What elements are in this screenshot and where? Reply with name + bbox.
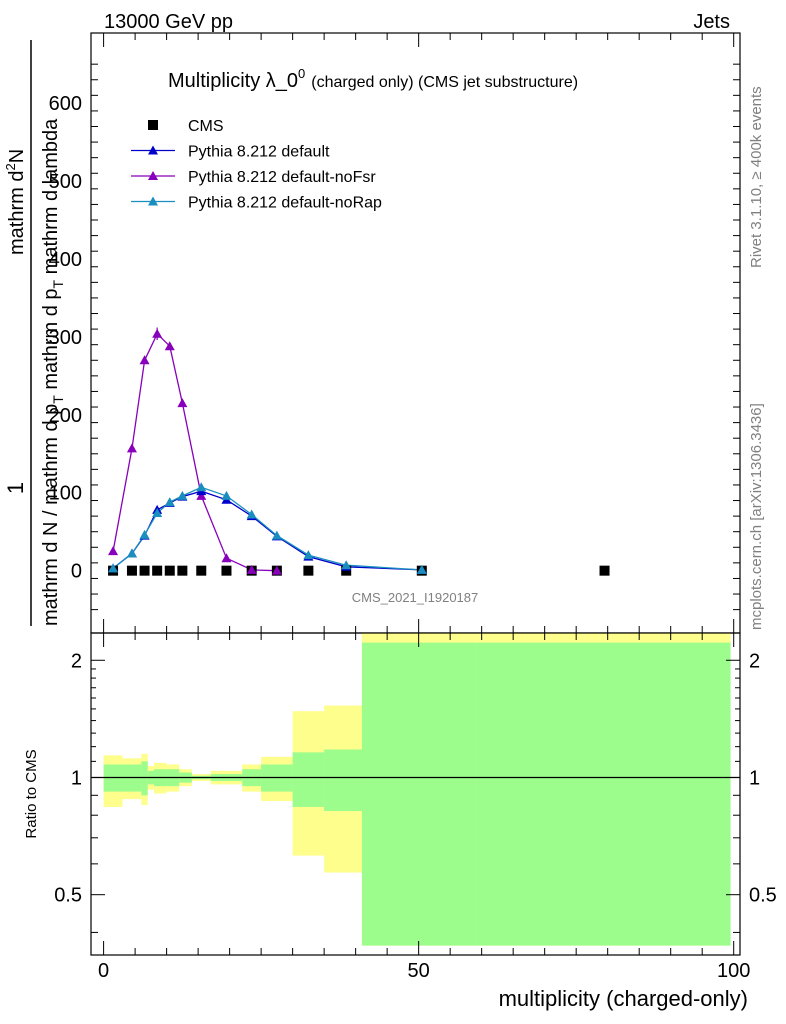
mc-data-point bbox=[126, 443, 137, 453]
main-data-layer bbox=[108, 327, 610, 576]
ratio-axis-ticks: 0.5 0.5 1 1 2 2 0 50 100 bbox=[54, 633, 777, 982]
ylabel-sup: 2 bbox=[3, 163, 18, 170]
ratio-plot: 0.5 0.5 1 1 2 2 0 50 100 bbox=[54, 632, 777, 982]
mc-data-point bbox=[139, 529, 150, 539]
plot-title: Multiplicity λ_00 (charged only) (CMS jet… bbox=[168, 66, 578, 92]
legend-label: Pythia 8.212 default bbox=[188, 144, 330, 161]
ylabel-second-derivative: mathrm d2N bbox=[3, 149, 28, 255]
cms-data-point bbox=[303, 565, 314, 576]
ratio-bands bbox=[91, 633, 740, 946]
main-ytick-label: 300 bbox=[49, 327, 82, 349]
header-left: 13000 GeV pp bbox=[104, 11, 233, 33]
ylabel-d: mathrm d bbox=[6, 171, 28, 255]
main-ytick-label: 400 bbox=[49, 249, 82, 271]
mc-data-point bbox=[221, 553, 232, 563]
main-ytick-label: 600 bbox=[49, 93, 82, 115]
ylabel-prefactor: 1 bbox=[3, 482, 28, 494]
mc-data-point bbox=[164, 497, 175, 507]
ylabel-sub-b: T bbox=[50, 279, 66, 288]
main-axis-ticks: 0 100 200 300 400 500 600 bbox=[49, 33, 740, 633]
ylabel-n: N bbox=[6, 149, 28, 163]
mc-data-point bbox=[177, 490, 188, 500]
ratio-ylabel: Ratio to CMS bbox=[23, 749, 40, 838]
plot-title-main: Multiplicity λ_0 bbox=[168, 70, 298, 92]
mc-data-point bbox=[303, 550, 314, 560]
mc-data-point bbox=[246, 564, 257, 574]
ratio-ytick-label-right: 2 bbox=[749, 650, 760, 672]
ratio-plot-frame bbox=[90, 632, 741, 956]
ylabel-sub-a: T bbox=[50, 395, 66, 404]
mc-data-point bbox=[341, 560, 352, 570]
cms-data-point bbox=[139, 565, 150, 576]
mc-data-point bbox=[196, 490, 207, 500]
cms-data-point bbox=[196, 565, 207, 576]
mc-data-point bbox=[164, 341, 175, 351]
mc-data-point bbox=[108, 546, 119, 556]
mcplots-label: mcplots.cern.ch [arXiv:1306.3436] bbox=[748, 403, 765, 630]
legend-label: Pythia 8.212 default-noFsr bbox=[188, 169, 376, 186]
main-ytick-label: 100 bbox=[49, 483, 82, 505]
ylabel-part-c: mathrm d lambda bbox=[40, 118, 62, 280]
main-ytick-label: 500 bbox=[49, 171, 82, 193]
ylabel-numerator: mathrm d N / mathrm d pT mathrm d pT mat… bbox=[40, 118, 66, 626]
mc-data-point bbox=[416, 564, 427, 574]
legend-marker bbox=[148, 196, 158, 206]
ratio-xtick-label: 50 bbox=[408, 960, 430, 982]
mc-data-point bbox=[271, 565, 282, 575]
main-ytick-label: 200 bbox=[49, 405, 82, 427]
mc-data-point bbox=[139, 355, 150, 365]
cms-data-point bbox=[177, 565, 188, 576]
header-right: Jets bbox=[693, 11, 730, 33]
ratio-ytick-label-right: 0.5 bbox=[749, 885, 777, 907]
mc-data-point bbox=[196, 482, 207, 492]
legend-label: CMS bbox=[188, 118, 224, 135]
legend-marker-cms bbox=[148, 120, 158, 130]
cms-data-point bbox=[152, 565, 163, 576]
mc-data-point bbox=[152, 508, 163, 517]
series-line bbox=[112, 490, 422, 571]
legend: CMS Pythia 8.212 default Pythia 8.212 defa… bbox=[131, 118, 382, 212]
cms-data-point bbox=[599, 565, 610, 576]
ratio-xtick-label: 0 bbox=[98, 960, 109, 982]
mc-data-point bbox=[108, 563, 119, 573]
stat-band bbox=[292, 752, 325, 807]
stat-band bbox=[475, 642, 731, 946]
analysis-watermark: CMS_2021_I1920187 bbox=[352, 590, 479, 605]
ratio-ytick-label-left: 0.5 bbox=[54, 885, 82, 907]
legend-label: Pythia 8.212 default-noRap bbox=[188, 195, 382, 212]
ratio-ytick-label-left: 2 bbox=[71, 650, 82, 672]
mc-data-point bbox=[221, 490, 232, 500]
mc-data-point bbox=[126, 548, 137, 558]
plot-title-sup: 0 bbox=[298, 66, 305, 81]
ylabel-part-a: mathrm d N / mathrm d p bbox=[40, 404, 62, 626]
mc-data-point bbox=[177, 398, 188, 408]
ratio-xtick-label: 100 bbox=[717, 960, 750, 982]
cms-data-point bbox=[221, 565, 232, 576]
main-ytick-label: 0 bbox=[71, 561, 82, 583]
ratio-ytick-label-left: 1 bbox=[71, 767, 82, 789]
cms-data-point bbox=[126, 565, 137, 576]
rivet-label: Rivet 3.1.10, ≥ 400k events bbox=[748, 86, 765, 268]
main-ylabel: 1 mathrm d N / mathrm d pT mathrm d pT m… bbox=[3, 40, 66, 626]
ratio-xlabel: multiplicity (charged-only) bbox=[499, 986, 748, 1011]
mc-data-point bbox=[246, 509, 257, 519]
ratio-ytick-label-right: 1 bbox=[749, 767, 760, 789]
plot-subtitle: (charged only) (CMS jet substructure) bbox=[311, 74, 578, 91]
series-line bbox=[112, 332, 277, 572]
stat-band bbox=[324, 749, 362, 812]
mc-data-point bbox=[271, 530, 282, 540]
cms-data-point bbox=[164, 565, 175, 576]
stat-band bbox=[361, 642, 476, 946]
stat-band bbox=[141, 761, 148, 796]
legend-marker bbox=[148, 145, 158, 155]
legend-marker bbox=[148, 171, 158, 180]
ylabel-part-b: mathrm d p bbox=[40, 288, 62, 395]
